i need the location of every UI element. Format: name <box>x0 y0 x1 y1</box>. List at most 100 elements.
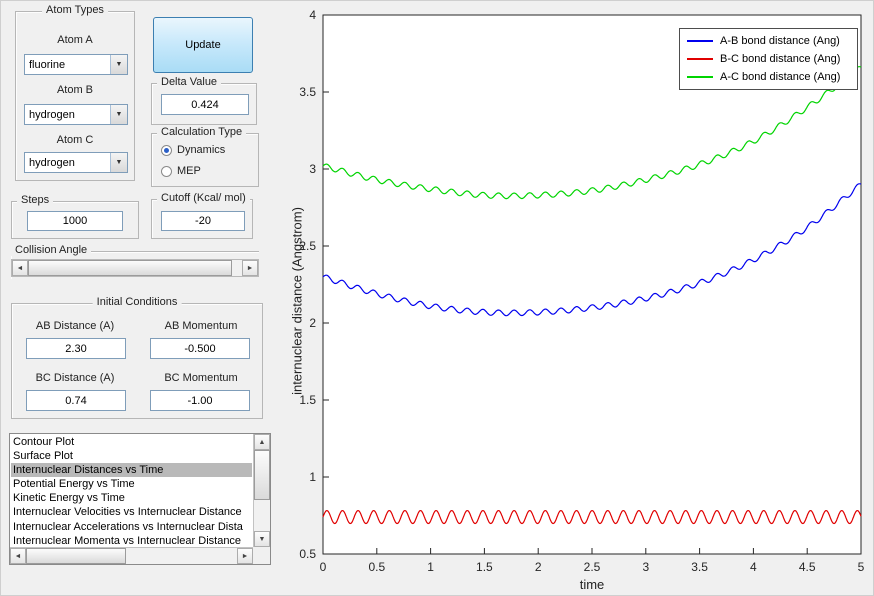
svg-text:3.5: 3.5 <box>299 85 316 99</box>
list-item[interactable]: Kinetic Energy vs Time <box>13 492 125 505</box>
x-axis-label: time <box>579 577 605 592</box>
steps-panel: Steps 1000 <box>11 194 139 239</box>
list-item[interactable]: Contour Plot <box>13 436 75 448</box>
svg-text:0: 0 <box>320 560 327 574</box>
slider-right-arrow-icon[interactable]: ► <box>242 260 258 276</box>
svg-text:3: 3 <box>642 560 649 574</box>
svg-text:2.5: 2.5 <box>584 560 601 574</box>
bc-distance-field[interactable]: 0.74 <box>26 390 126 411</box>
svg-text:2: 2 <box>535 560 542 574</box>
delta-value-panel: Delta Value 0.424 <box>151 76 257 125</box>
listbox-items: Contour Plot Surface Plot Internuclear Dis… <box>11 435 252 546</box>
atom-types-title: Atom Types <box>42 4 108 16</box>
svg-text:1: 1 <box>309 470 316 484</box>
collision-angle-slider[interactable]: ◄ ► <box>11 259 259 277</box>
radio-dynamics[interactable]: Dynamics <box>161 144 225 156</box>
ab-distance-label: AB Distance (A) <box>35 320 115 332</box>
svg-text:1.5: 1.5 <box>299 393 316 407</box>
y-axis-label: internuclear distance (Angstrom) <box>289 207 305 395</box>
svg-text:3: 3 <box>309 162 316 176</box>
delta-value-title: Delta Value <box>157 76 222 88</box>
legend-entry: A-B bond distance (Ang) <box>680 32 857 50</box>
legend-line-swatch <box>687 58 713 60</box>
plot-area: 0 0.5 1 1.5 2 2.5 3 3.5 4 4.5 5 0.5 1 1.5 2 2.5 3 3.5 4 ti… <box>287 1 873 595</box>
radio-icon <box>161 165 172 177</box>
svg-text:4.5: 4.5 <box>799 560 816 574</box>
legend-line-swatch <box>687 40 713 42</box>
svg-text:0.5: 0.5 <box>368 560 385 574</box>
atom-a-label: Atom A <box>57 34 93 46</box>
plot-svg: 0 0.5 1 1.5 2 2.5 3 3.5 4 4.5 5 0.5 1 1.5 2 2.5 3 3.5 4 <box>299 8 865 574</box>
scroll-left-arrow-icon[interactable]: ◄ <box>10 548 26 564</box>
atom-c-value: hydrogen <box>29 156 75 169</box>
ab-distance-field[interactable]: 2.30 <box>26 338 126 359</box>
listbox-vscrollbar[interactable]: ▲ ▼ <box>253 434 270 547</box>
radio-dynamics-label: Dynamics <box>177 144 226 156</box>
legend-line-swatch <box>687 76 713 78</box>
update-button[interactable]: Update <box>153 17 253 73</box>
collision-angle-panel: Collision Angle <box>11 244 259 279</box>
bc-momentum-label: BC Momentum <box>164 372 238 384</box>
svg-text:5: 5 <box>858 560 865 574</box>
list-item[interactable]: Surface Plot <box>13 450 73 463</box>
ab-momentum-label: AB Momentum <box>164 320 238 332</box>
radio-mep-label: MEP <box>177 165 201 177</box>
initial-conditions-panel: Initial Conditions AB Distance (A) AB Mo… <box>11 296 263 419</box>
atom-types-panel: Atom Types Atom A fluorine ▼ Atom B hydr… <box>15 4 135 181</box>
list-item[interactable]: Internuclear Momenta vs Internuclear Dis… <box>13 534 242 546</box>
ab-momentum-field[interactable]: -0.500 <box>150 338 250 359</box>
svg-text:2: 2 <box>309 316 316 330</box>
svg-text:4: 4 <box>309 8 316 22</box>
cutoff-panel: Cutoff (Kcal/ mol) -20 <box>151 192 253 239</box>
legend-entry: B-C bond distance (Ang) <box>680 50 857 68</box>
cutoff-title: Cutoff (Kcal/ mol) <box>157 192 250 204</box>
legend-entry: A-C bond distance (Ang) <box>680 68 857 86</box>
calculation-type-title: Calculation Type <box>157 126 247 138</box>
listbox-hscrollbar[interactable]: ◄ ► <box>10 547 253 564</box>
bc-distance-label: BC Distance (A) <box>35 372 115 384</box>
steps-title: Steps <box>17 194 54 206</box>
svg-text:4: 4 <box>750 560 757 574</box>
legend-label: A-C bond distance (Ang) <box>720 71 841 83</box>
svg-text:0.5: 0.5 <box>299 547 316 561</box>
legend-label: B-C bond distance (Ang) <box>720 53 841 65</box>
vscroll-thumb[interactable] <box>254 450 270 500</box>
list-item[interactable]: Internuclear Velocities vs Internuclear … <box>13 506 242 519</box>
legend-label: A-B bond distance (Ang) <box>720 35 840 47</box>
slider-left-arrow-icon[interactable]: ◄ <box>12 260 28 276</box>
plot-legend: A-B bond distance (Ang) B-C bond distanc… <box>679 28 858 90</box>
scroll-up-arrow-icon[interactable]: ▲ <box>254 434 270 450</box>
chevron-down-icon[interactable]: ▼ <box>110 153 127 172</box>
radio-mep[interactable]: MEP <box>161 165 201 177</box>
atom-c-dropdown[interactable]: hydrogen ▼ <box>24 152 128 173</box>
atom-b-value: hydrogen <box>29 108 75 121</box>
delta-value-field[interactable]: 0.424 <box>161 94 249 115</box>
bc-momentum-field[interactable]: -1.00 <box>150 390 250 411</box>
steps-field[interactable]: 1000 <box>27 211 123 231</box>
list-item[interactable]: Potential Energy vs Time <box>13 478 135 491</box>
chevron-down-icon[interactable]: ▼ <box>110 55 127 74</box>
cutoff-field[interactable]: -20 <box>161 211 245 231</box>
svg-text:1.5: 1.5 <box>476 560 493 574</box>
list-item[interactable]: Internuclear Distances vs Time <box>11 463 252 478</box>
scroll-right-arrow-icon[interactable]: ► <box>237 548 253 564</box>
collision-angle-label: Collision Angle <box>11 244 92 256</box>
hscroll-thumb[interactable] <box>26 548 126 564</box>
atom-c-label: Atom C <box>56 134 94 146</box>
chevron-down-icon[interactable]: ▼ <box>110 105 127 124</box>
atom-a-value: fluorine <box>29 58 66 71</box>
atom-a-dropdown[interactable]: fluorine ▼ <box>24 54 128 75</box>
calculation-type-panel: Calculation Type Dynamics MEP <box>151 126 259 187</box>
atom-b-dropdown[interactable]: hydrogen ▼ <box>24 104 128 125</box>
svg-text:1: 1 <box>427 560 434 574</box>
slider-thumb[interactable] <box>28 260 232 276</box>
scroll-down-arrow-icon[interactable]: ▼ <box>254 531 270 547</box>
initial-conditions-title: Initial Conditions <box>92 296 182 308</box>
list-item[interactable]: Internuclear Accelerations vs Internucle… <box>13 520 243 533</box>
svg-text:3.5: 3.5 <box>691 560 708 574</box>
radio-icon <box>161 144 172 156</box>
svg-text:2.5: 2.5 <box>299 239 316 253</box>
plot-type-listbox[interactable]: Contour Plot Surface Plot Internuclear Dis… <box>9 433 271 565</box>
scrollbar-corner <box>253 547 270 564</box>
